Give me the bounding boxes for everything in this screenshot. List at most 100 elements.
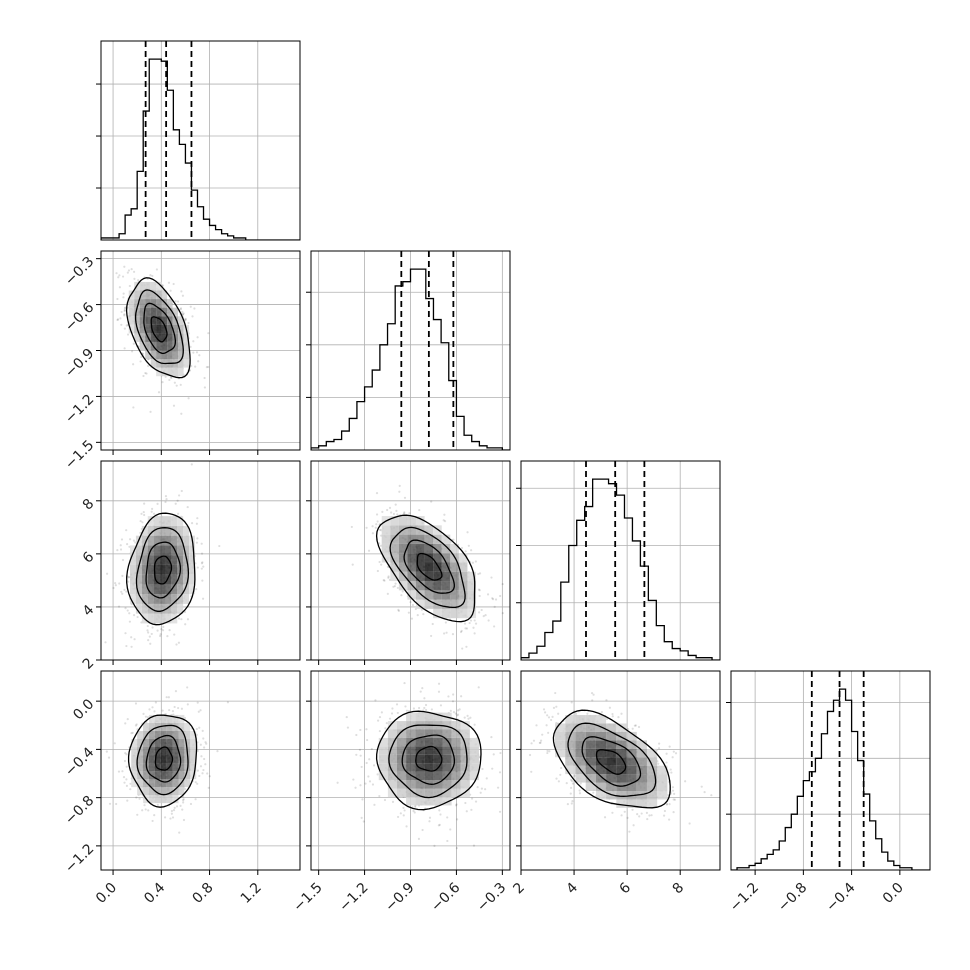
sample-point [194,365,197,368]
density-cell [467,590,477,600]
density-cell [646,791,658,800]
sample-point [557,780,560,783]
x-tick-label: 2 [510,880,528,898]
y-tick-label: −0.6 [62,300,97,335]
sample-point [379,544,383,547]
sample-point [171,816,175,819]
contour-level-3 [135,527,190,612]
sample-point [499,747,501,749]
density-cell [178,341,184,351]
sample-point [547,731,550,734]
sample-point [123,308,126,312]
density-cell [616,791,627,800]
sample-point [611,712,614,716]
density-cell [165,613,172,624]
contour-level-4 [375,710,482,811]
density-cell [130,574,136,585]
density-cell [424,543,434,554]
sample-point [396,711,399,715]
sample-point [120,590,123,593]
density-cell [172,350,179,360]
density-cell [636,774,647,783]
density-cell [555,723,566,732]
sample-point [125,590,128,593]
density-cell [433,788,443,798]
sample-point [135,723,138,726]
density-cell [183,564,190,575]
density-cell [441,608,451,619]
density-cell [407,525,417,535]
sample-point [202,565,205,568]
sample-point [633,724,636,727]
sample-point [443,520,447,523]
density-cell [166,722,173,731]
density-cell [565,757,576,766]
sample-point [386,508,389,512]
sample-point [482,615,485,618]
density-cell [646,757,658,766]
sample-point [471,561,475,564]
sample-point [184,623,187,626]
x-tick-label: 0.8 [190,880,217,907]
density-cell [450,590,459,600]
sample-point [623,810,626,813]
sample-point [570,701,573,704]
sample-point [375,492,379,495]
density-cell [139,324,146,334]
density-cell [585,774,596,783]
sample-point [424,703,428,707]
sample-point [180,618,183,621]
density-cell [424,599,434,609]
sample-point [555,777,558,780]
density-cell [159,574,166,585]
density-cell [606,748,617,758]
density-cell [390,543,399,554]
density-cell [178,771,185,780]
density-cell [407,571,417,582]
density-cell [606,723,617,732]
sample-point [380,529,383,532]
sample-point [127,575,130,578]
sample-point [465,810,468,813]
sample-point [539,741,542,744]
sample-point [465,645,468,648]
sample-point [485,777,488,780]
sample-point [442,519,445,522]
density-cell [148,747,155,756]
sample-point [437,690,441,693]
sample-point [481,665,483,667]
sample-point [346,726,350,729]
sample-point [592,693,595,696]
sample-point [187,397,190,400]
sample-point [657,747,661,750]
density-cell [450,599,459,609]
sample-point [637,725,641,729]
density-cell [636,791,647,800]
density-cell [172,307,179,317]
sample-point [458,708,461,711]
sample-point [179,307,183,310]
density-cell [165,545,172,556]
sample-point [147,364,150,368]
sample-point [646,817,649,821]
sample-point [569,786,573,789]
sample-point [530,742,533,745]
sample-point [123,265,126,268]
density-cell [139,333,146,342]
sample-point [703,791,706,794]
y-tick-label: 8 [80,496,98,514]
density-cell [387,729,397,738]
sample-point [409,600,412,604]
density-cell [460,763,470,772]
sample-point [359,754,362,757]
density-cell [171,516,178,526]
density-cell [565,715,576,724]
sample-point [487,619,490,622]
sample-point [391,707,394,710]
density-cell [147,594,154,604]
sample-point [134,541,137,544]
density-cell [134,316,140,325]
density-cell [183,359,190,368]
sample-point [447,695,450,698]
